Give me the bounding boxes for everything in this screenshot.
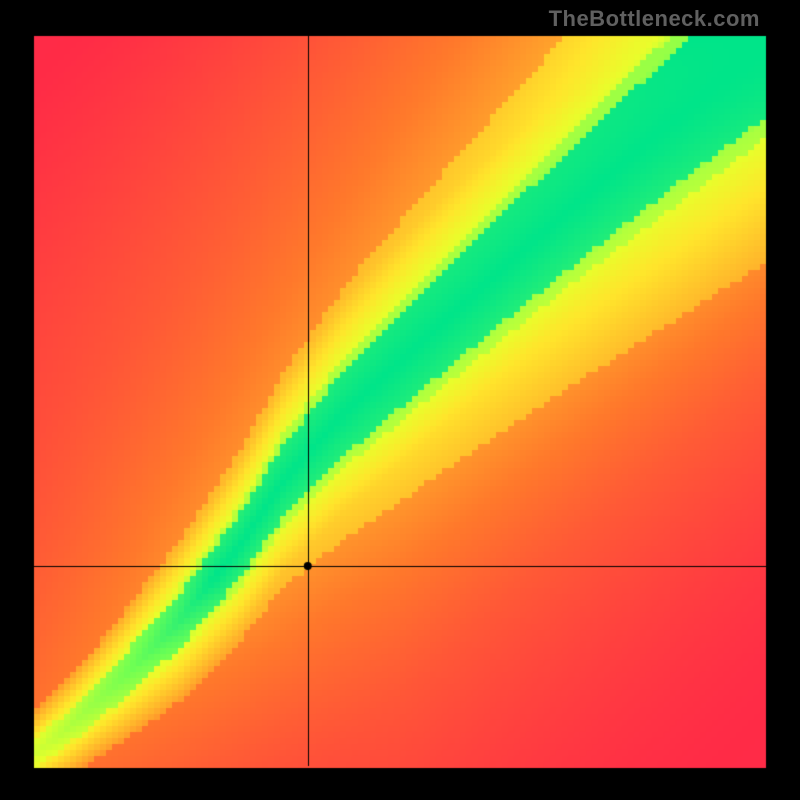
heatmap-plot	[0, 0, 800, 800]
chart-container: TheBottleneck.com	[0, 0, 800, 800]
watermark-text: TheBottleneck.com	[549, 6, 760, 32]
